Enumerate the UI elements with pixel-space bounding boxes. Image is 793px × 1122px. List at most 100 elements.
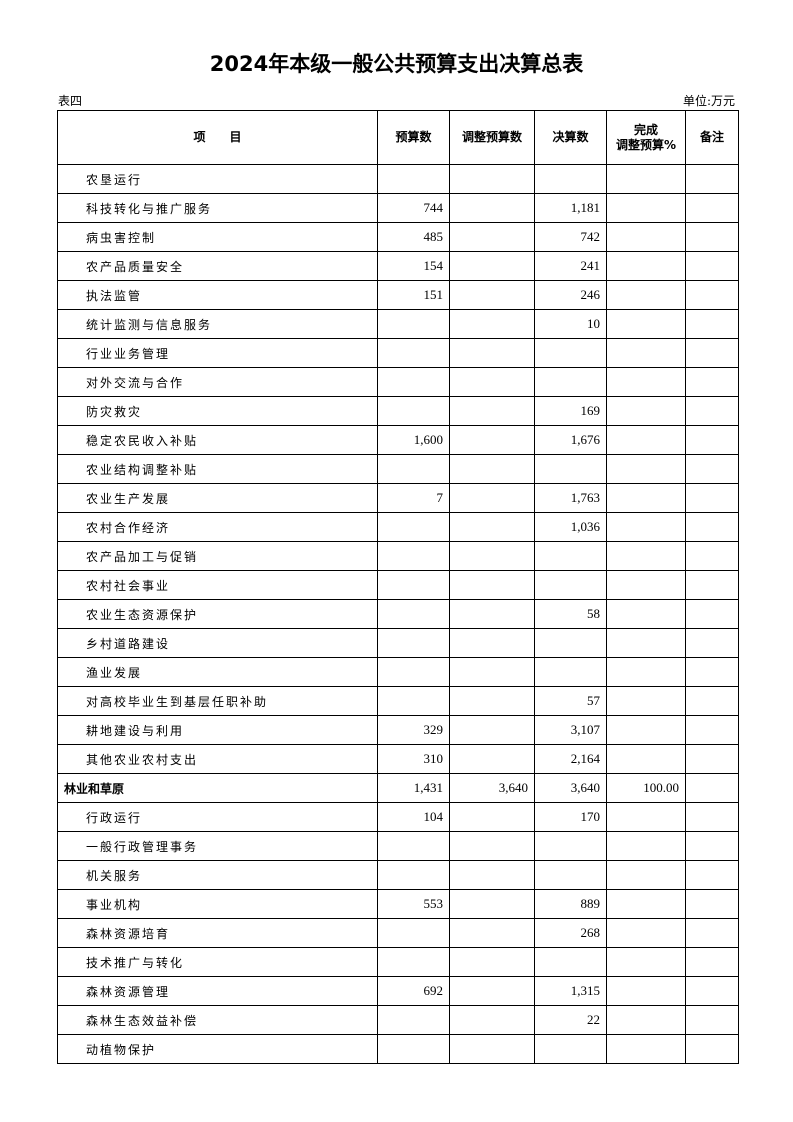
table-row: 森林生态效益补偿 22 xyxy=(57,1005,739,1035)
cell-adjusted xyxy=(449,280,535,310)
table-row: 行业业务管理 xyxy=(57,338,739,368)
cell-name: 农垦运行 xyxy=(57,164,378,194)
cell-note xyxy=(685,744,739,774)
cell-adjusted: 3,640 xyxy=(449,773,535,803)
cell-budget: 485 xyxy=(377,222,450,252)
cell-budget xyxy=(377,1034,450,1064)
cell-pct xyxy=(606,512,686,542)
cell-adjusted xyxy=(449,918,535,948)
cell-name: 耕地建设与利用 xyxy=(57,715,378,745)
header-note: 备注 xyxy=(685,110,739,165)
cell-name: 农产品质量安全 xyxy=(57,251,378,281)
cell-final xyxy=(534,628,607,658)
cell-pct xyxy=(606,918,686,948)
cell-adjusted xyxy=(449,686,535,716)
cell-final: 170 xyxy=(534,802,607,832)
cell-final: 1,036 xyxy=(534,512,607,542)
cell-name: 农村合作经济 xyxy=(57,512,378,542)
cell-budget xyxy=(377,309,450,339)
cell-adjusted xyxy=(449,1005,535,1035)
cell-pct xyxy=(606,280,686,310)
table-row: 乡村道路建设 xyxy=(57,628,739,658)
cell-budget xyxy=(377,599,450,629)
cell-budget: 692 xyxy=(377,976,450,1006)
cell-final xyxy=(534,570,607,600)
table-row: 稳定农民收入补贴 1,600 1,676 xyxy=(57,425,739,455)
header-completion-pct: 完成 调整预算% xyxy=(606,110,686,165)
cell-adjusted xyxy=(449,164,535,194)
cell-note xyxy=(685,715,739,745)
table-row: 渔业发展 xyxy=(57,657,739,687)
cell-adjusted xyxy=(449,715,535,745)
cell-adjusted xyxy=(449,831,535,861)
cell-note xyxy=(685,773,739,803)
cell-name: 其他农业农村支出 xyxy=(57,744,378,774)
cell-budget xyxy=(377,512,450,542)
cell-name: 农业生态资源保护 xyxy=(57,599,378,629)
cell-pct xyxy=(606,338,686,368)
cell-final: 1,181 xyxy=(534,193,607,223)
table-row: 对外交流与合作 xyxy=(57,367,739,397)
table-row: 农产品加工与促销 xyxy=(57,541,739,571)
cell-final xyxy=(534,947,607,977)
cell-note xyxy=(685,309,739,339)
cell-adjusted xyxy=(449,251,535,281)
cell-budget: 553 xyxy=(377,889,450,919)
cell-pct xyxy=(606,628,686,658)
cell-final: 57 xyxy=(534,686,607,716)
cell-budget xyxy=(377,338,450,368)
cell-name: 农业结构调整补贴 xyxy=(57,454,378,484)
cell-name: 农产品加工与促销 xyxy=(57,541,378,571)
cell-name: 森林生态效益补偿 xyxy=(57,1005,378,1035)
cell-budget xyxy=(377,454,450,484)
cell-final xyxy=(534,541,607,571)
cell-budget: 151 xyxy=(377,280,450,310)
cell-adjusted xyxy=(449,309,535,339)
cell-budget: 1,600 xyxy=(377,425,450,455)
cell-name: 机关服务 xyxy=(57,860,378,890)
cell-adjusted xyxy=(449,222,535,252)
cell-budget: 744 xyxy=(377,193,450,223)
cell-note xyxy=(685,802,739,832)
cell-name: 对外交流与合作 xyxy=(57,367,378,397)
cell-pct xyxy=(606,744,686,774)
table-row: 森林资源管理 692 1,315 xyxy=(57,976,739,1006)
cell-adjusted xyxy=(449,512,535,542)
table-row: 农业结构调整补贴 xyxy=(57,454,739,484)
cell-pct xyxy=(606,1034,686,1064)
cell-final: 889 xyxy=(534,889,607,919)
table-row: 森林资源培育 268 xyxy=(57,918,739,948)
cell-pct xyxy=(606,947,686,977)
cell-final: 22 xyxy=(534,1005,607,1035)
cell-final xyxy=(534,367,607,397)
cell-final xyxy=(534,164,607,194)
cell-note xyxy=(685,512,739,542)
cell-note xyxy=(685,164,739,194)
table-row: 其他农业农村支出 310 2,164 xyxy=(57,744,739,774)
cell-note xyxy=(685,947,739,977)
cell-budget: 104 xyxy=(377,802,450,832)
cell-note xyxy=(685,222,739,252)
cell-name: 森林资源管理 xyxy=(57,976,378,1006)
cell-adjusted xyxy=(449,947,535,977)
cell-budget: 154 xyxy=(377,251,450,281)
cell-final: 169 xyxy=(534,396,607,426)
header-row: 项 目 预算数 调整预算数 决算数 完成 调整预算% 备注 xyxy=(57,110,739,165)
cell-budget xyxy=(377,860,450,890)
cell-name: 乡村道路建设 xyxy=(57,628,378,658)
cell-pct xyxy=(606,396,686,426)
cell-final: 268 xyxy=(534,918,607,948)
table-row: 对高校毕业生到基层任职补助 57 xyxy=(57,686,739,716)
header-adjusted-budget: 调整预算数 xyxy=(449,110,535,165)
cell-name: 农业生产发展 xyxy=(57,483,378,513)
table-row: 防灾救灾 169 xyxy=(57,396,739,426)
cell-final: 1,315 xyxy=(534,976,607,1006)
cell-note xyxy=(685,338,739,368)
header-budget: 预算数 xyxy=(377,110,450,165)
cell-final: 1,676 xyxy=(534,425,607,455)
cell-note xyxy=(685,193,739,223)
cell-adjusted xyxy=(449,396,535,426)
cell-adjusted xyxy=(449,599,535,629)
cell-adjusted xyxy=(449,657,535,687)
cell-final: 742 xyxy=(534,222,607,252)
